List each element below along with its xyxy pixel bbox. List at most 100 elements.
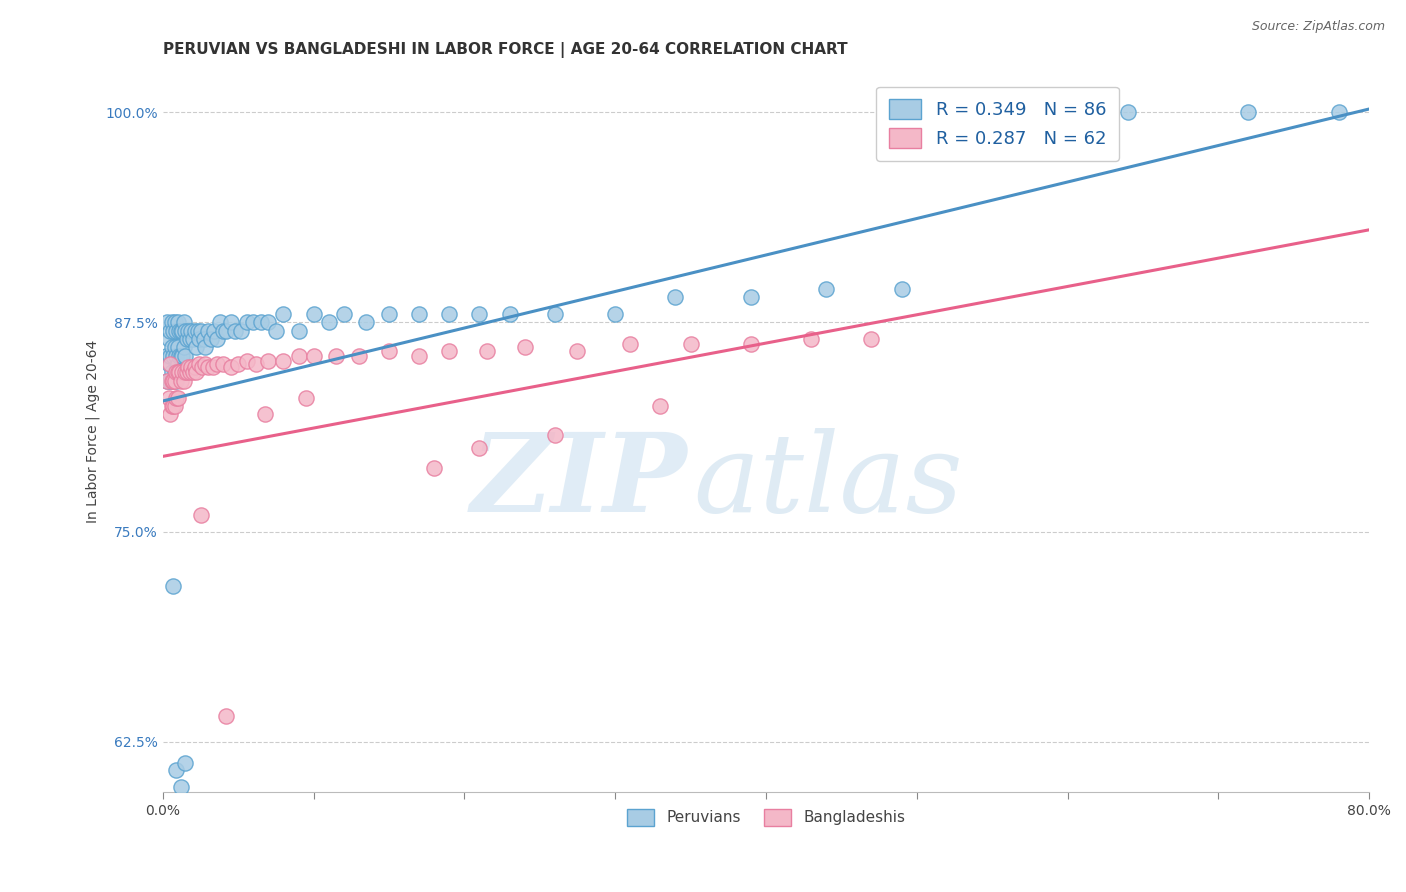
Point — [197, 360, 219, 375]
Point — [183, 324, 205, 338]
Point — [170, 349, 193, 363]
Point — [159, 349, 181, 363]
Point — [236, 315, 259, 329]
Point — [167, 357, 190, 371]
Point — [302, 349, 325, 363]
Point — [619, 337, 641, 351]
Point — [236, 353, 259, 368]
Point — [169, 366, 191, 380]
Point — [544, 307, 567, 321]
Point — [439, 343, 461, 358]
Point — [408, 307, 430, 321]
Point — [157, 391, 180, 405]
Point — [162, 349, 184, 363]
Point — [177, 360, 200, 375]
Point — [160, 366, 183, 380]
Point — [174, 366, 197, 380]
Point — [190, 508, 212, 522]
Point — [188, 332, 211, 346]
Point — [302, 307, 325, 321]
Point — [295, 391, 318, 405]
Point — [165, 391, 187, 405]
Point — [205, 357, 228, 371]
Point — [815, 282, 838, 296]
Point — [169, 366, 191, 380]
Point — [156, 315, 179, 329]
Point — [567, 343, 589, 358]
Point — [219, 360, 242, 375]
Point — [179, 366, 201, 380]
Point — [160, 315, 183, 329]
Point — [165, 324, 187, 338]
Point — [167, 315, 190, 329]
Point — [180, 360, 202, 375]
Point — [156, 374, 179, 388]
Point — [194, 340, 217, 354]
Text: Source: ZipAtlas.com: Source: ZipAtlas.com — [1251, 20, 1385, 33]
Point — [378, 343, 401, 358]
Point — [160, 340, 183, 354]
Point — [167, 391, 190, 405]
Point — [163, 374, 186, 388]
Point — [513, 340, 536, 354]
Point — [197, 324, 219, 338]
Point — [174, 349, 197, 363]
Point — [165, 374, 187, 388]
Point — [423, 461, 446, 475]
Point — [201, 360, 224, 375]
Point — [318, 315, 340, 329]
Point — [174, 324, 197, 338]
Point — [605, 307, 627, 321]
Point — [333, 307, 356, 321]
Point — [184, 366, 207, 380]
Text: atlas: atlas — [693, 428, 963, 535]
Text: PERUVIAN VS BANGLADESHI IN LABOR FORCE | AGE 20-64 CORRELATION CHART: PERUVIAN VS BANGLADESHI IN LABOR FORCE |… — [163, 42, 848, 58]
Point — [200, 332, 222, 346]
Point — [544, 427, 567, 442]
Point — [250, 315, 273, 329]
Point — [159, 374, 181, 388]
Point — [1116, 105, 1139, 120]
Point — [179, 332, 201, 346]
Point — [287, 324, 309, 338]
Point — [1327, 105, 1350, 120]
Point — [498, 307, 520, 321]
Point — [287, 349, 309, 363]
Point — [163, 366, 186, 380]
Point — [202, 324, 225, 338]
Point — [172, 366, 194, 380]
Point — [679, 337, 702, 351]
Point — [165, 763, 187, 777]
Point — [160, 374, 183, 388]
Point — [475, 343, 498, 358]
Point — [186, 324, 208, 338]
Point — [190, 324, 212, 338]
Point — [181, 332, 204, 346]
Point — [245, 357, 267, 371]
Point — [173, 374, 195, 388]
Point — [231, 324, 253, 338]
Point — [174, 756, 197, 771]
Point — [172, 349, 194, 363]
Point — [325, 349, 347, 363]
Point — [194, 357, 217, 371]
Point — [163, 399, 186, 413]
Y-axis label: In Labor Force | Age 20-64: In Labor Force | Age 20-64 — [86, 340, 100, 523]
Point — [181, 366, 204, 380]
Point — [160, 399, 183, 413]
Point — [212, 324, 235, 338]
Point — [800, 332, 823, 346]
Point — [162, 324, 184, 338]
Point — [242, 315, 264, 329]
Point — [408, 349, 430, 363]
Point — [378, 307, 401, 321]
Point — [215, 324, 238, 338]
Legend: Peruvians, Bangladeshis: Peruvians, Bangladeshis — [617, 800, 914, 835]
Point — [860, 332, 883, 346]
Point — [205, 332, 228, 346]
Point — [172, 324, 194, 338]
Point — [193, 332, 215, 346]
Point — [170, 324, 193, 338]
Point — [159, 357, 181, 371]
Point — [356, 315, 378, 329]
